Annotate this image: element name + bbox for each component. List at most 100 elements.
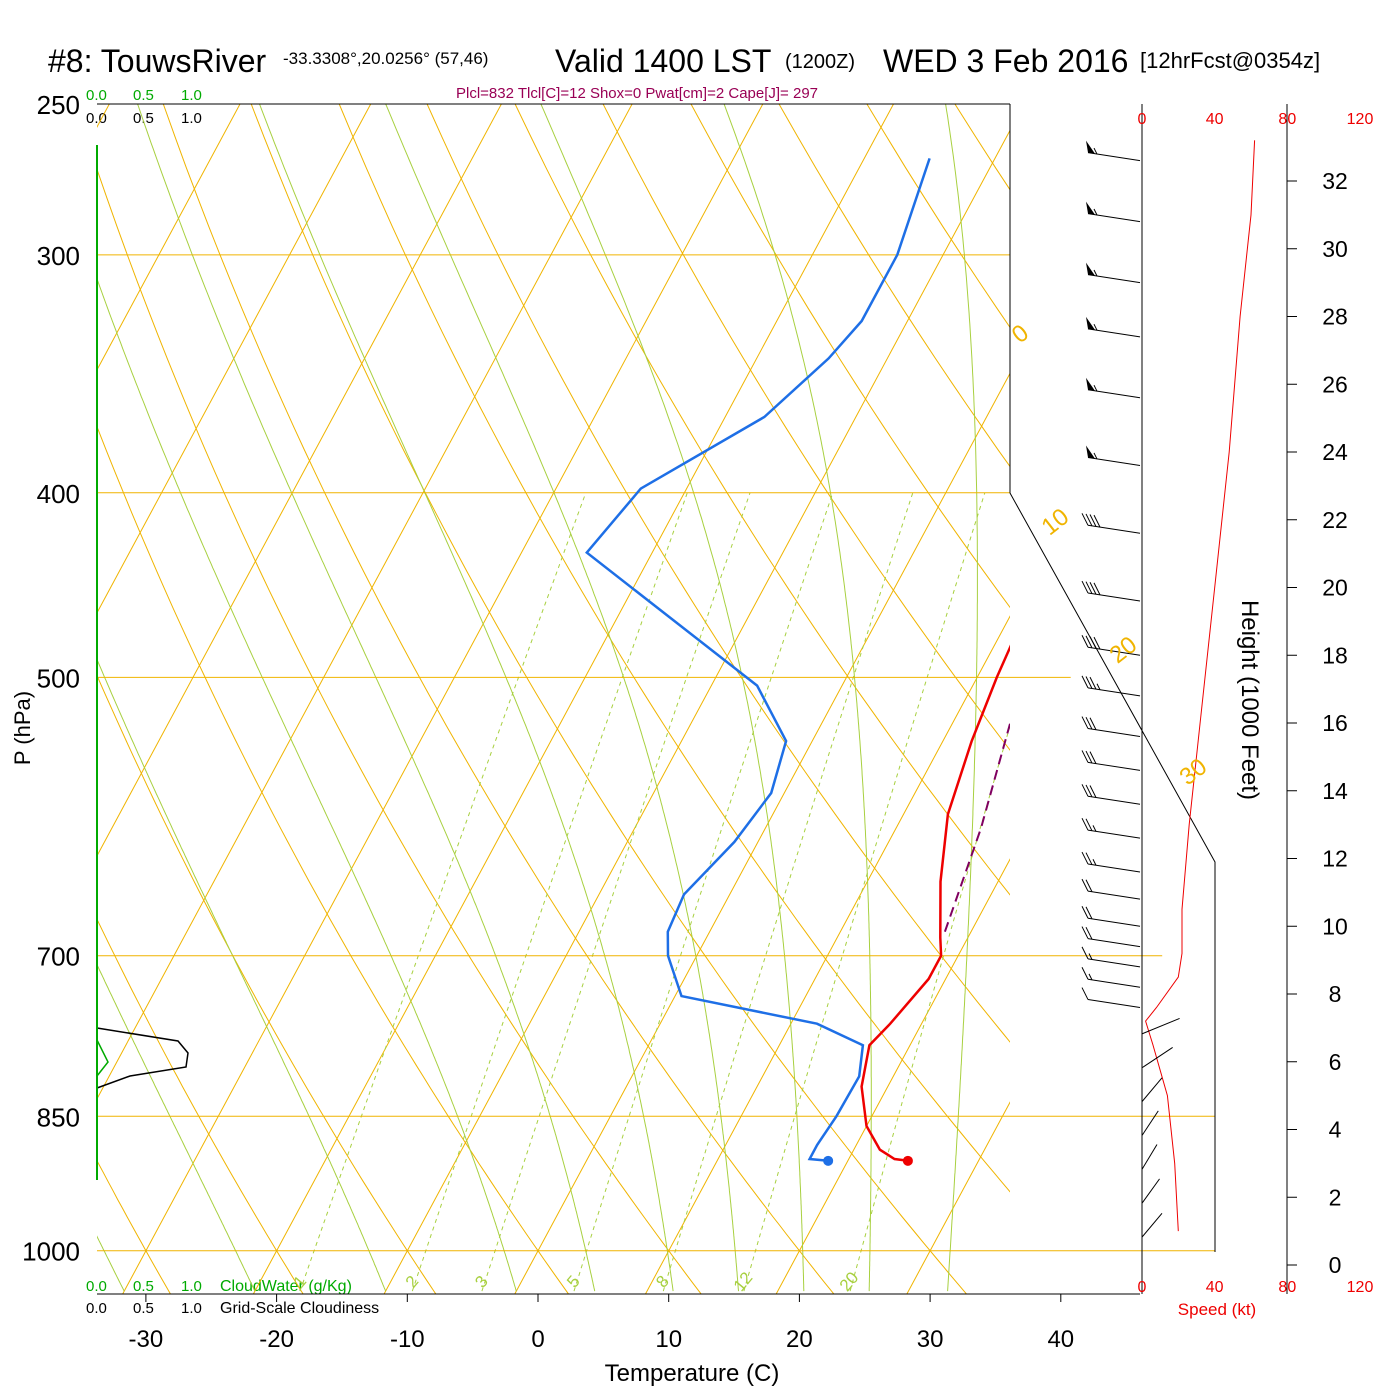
station-title: #8: TouwsRiver xyxy=(48,43,267,79)
wind-barb-low xyxy=(1141,1077,1163,1102)
dewpoint-line xyxy=(585,158,931,1163)
mixing-ratio-line xyxy=(481,492,751,1292)
wind-barb-flag xyxy=(1081,817,1089,831)
wind-barb-low xyxy=(1141,1212,1163,1238)
wind-barb-staff xyxy=(1087,938,1141,948)
wind-barb xyxy=(1081,580,1141,602)
dry-adiabat-line xyxy=(602,104,1010,751)
mixing-ratio-label: 5 xyxy=(563,1272,584,1291)
dry-adiabat-line xyxy=(97,674,437,1294)
moist-adiabat-line xyxy=(723,104,872,1292)
wind-barb-staff xyxy=(1087,999,1141,1009)
wind-barb-half xyxy=(1092,859,1097,866)
height-tick-label: 26 xyxy=(1322,371,1348,397)
wind-barb-flag xyxy=(1085,635,1093,649)
wind-barb xyxy=(1081,946,1141,968)
cloud-scale-bottom: 0.0 0.5 1.0 CloudWater (g/Kg) 0.0 0.5 1.… xyxy=(86,1278,379,1317)
mixing-ratio-line xyxy=(743,492,986,1292)
height-tick-label: 0 xyxy=(1329,1252,1342,1278)
wind-barb xyxy=(1086,201,1141,223)
wind-barb xyxy=(1086,140,1141,162)
height-tick-label: 32 xyxy=(1322,168,1348,194)
wind-barb-staff xyxy=(1087,829,1141,839)
mixing-ratio-label: 2 xyxy=(402,1272,423,1291)
wind-barb-flag xyxy=(1081,926,1089,939)
height-tick-label: 22 xyxy=(1322,507,1348,533)
moist-adiabat-line xyxy=(259,104,674,1292)
wind-barb-low xyxy=(1141,1144,1158,1170)
wind-barb-staff xyxy=(1087,761,1141,771)
wind-barb-flag xyxy=(1081,987,1089,1000)
cloudwater-tick-top: 1.0 xyxy=(181,87,202,104)
temperature-line xyxy=(860,644,1010,1163)
pressure-tick-label: 1000 xyxy=(22,1237,80,1267)
pressure-tick-label: 700 xyxy=(37,942,80,972)
wind-barb-staff xyxy=(1087,958,1141,968)
wind-barb-flag xyxy=(1085,676,1093,689)
speed-tick-label-bottom: 40 xyxy=(1206,1279,1224,1296)
wind-barb-staff xyxy=(1087,978,1141,988)
moist-adiabat-line xyxy=(97,963,256,1292)
parcel-path-line xyxy=(943,720,1010,933)
cloudwater-tick-bottom: 0.0 xyxy=(86,1278,107,1295)
isotherm-line xyxy=(97,104,633,1100)
dry-adiabat-line xyxy=(1170,35,1400,1314)
wind-barb-flag xyxy=(1081,675,1089,689)
wind-barb-pennant xyxy=(1086,140,1095,154)
isotherm-line xyxy=(514,372,1010,1294)
wind-barb-flag xyxy=(1085,784,1093,798)
temperature-tick-label: 30 xyxy=(917,1326,944,1353)
mixing-ratio-label: 8 xyxy=(652,1272,673,1291)
temperature-tick-label: 20 xyxy=(786,1326,813,1353)
wind-barb xyxy=(1086,316,1141,338)
height-tick-label: 20 xyxy=(1322,575,1348,601)
wind-barb xyxy=(1081,635,1141,656)
temperature-tick-label: 10 xyxy=(655,1326,682,1353)
wind-barb-staff xyxy=(1087,795,1141,805)
cloudiness-tick-bottom: 0.0 xyxy=(86,1300,107,1317)
height-tick-label: 4 xyxy=(1329,1117,1342,1143)
speed-tick-label-top: 40 xyxy=(1206,111,1224,128)
temperature-tick-label: -30 xyxy=(129,1326,164,1353)
wind-barb-half xyxy=(1093,323,1098,331)
height-tick-label: 10 xyxy=(1322,913,1348,939)
wind-barb-half xyxy=(1088,973,1093,981)
wind-barb-flag xyxy=(1085,818,1093,832)
wind-barb-low xyxy=(1141,1178,1160,1204)
wind-barb-staff xyxy=(1087,524,1141,534)
temperature-tick-label: 40 xyxy=(1047,1326,1074,1353)
cloudiness-label: Grid-Scale Cloudiness xyxy=(220,1300,379,1317)
wind-barb-flag xyxy=(1081,580,1089,594)
wind-barb xyxy=(1081,716,1141,738)
dry-adiabat-line xyxy=(778,104,1010,468)
wind-barb-flag xyxy=(1081,635,1089,648)
wind-barb xyxy=(1081,987,1141,1009)
wind-barb-half xyxy=(1093,452,1098,460)
isotherm-line xyxy=(97,104,372,614)
wind-barb-pennant xyxy=(1086,445,1095,459)
wind-barb-staff xyxy=(1087,728,1141,738)
height-axis-title: Height (1000 Feet) xyxy=(1236,600,1263,800)
wind-barb xyxy=(1081,750,1141,771)
cloudwater-tick-bottom: 0.5 xyxy=(133,1278,154,1295)
dry-adiabat-line xyxy=(97,918,304,1294)
dry-adiabat-line xyxy=(97,1159,172,1294)
dry-adiabat-line xyxy=(426,104,1010,1043)
isotherm-line xyxy=(383,129,1010,1294)
isotherm-line xyxy=(906,1101,1010,1294)
wind-barb-flag xyxy=(1081,946,1089,960)
isotherm-line xyxy=(97,104,241,371)
speed-tick-label-top: 0 xyxy=(1138,111,1147,128)
wind-barb xyxy=(1086,262,1141,284)
wind-barb-half xyxy=(1093,269,1098,277)
speed-axis-title: Speed (kt) xyxy=(1178,1300,1256,1319)
wind-barb-flag xyxy=(1093,636,1101,650)
dry-adiabat-line xyxy=(866,104,1010,329)
surface-temperature-point xyxy=(902,1155,913,1166)
pressure-tick-label: 300 xyxy=(37,241,80,271)
wind-barb xyxy=(1081,513,1141,534)
height-tick-label: 30 xyxy=(1322,236,1348,262)
wind-barb-flag xyxy=(1085,750,1093,764)
height-tick-label: 2 xyxy=(1329,1184,1342,1210)
